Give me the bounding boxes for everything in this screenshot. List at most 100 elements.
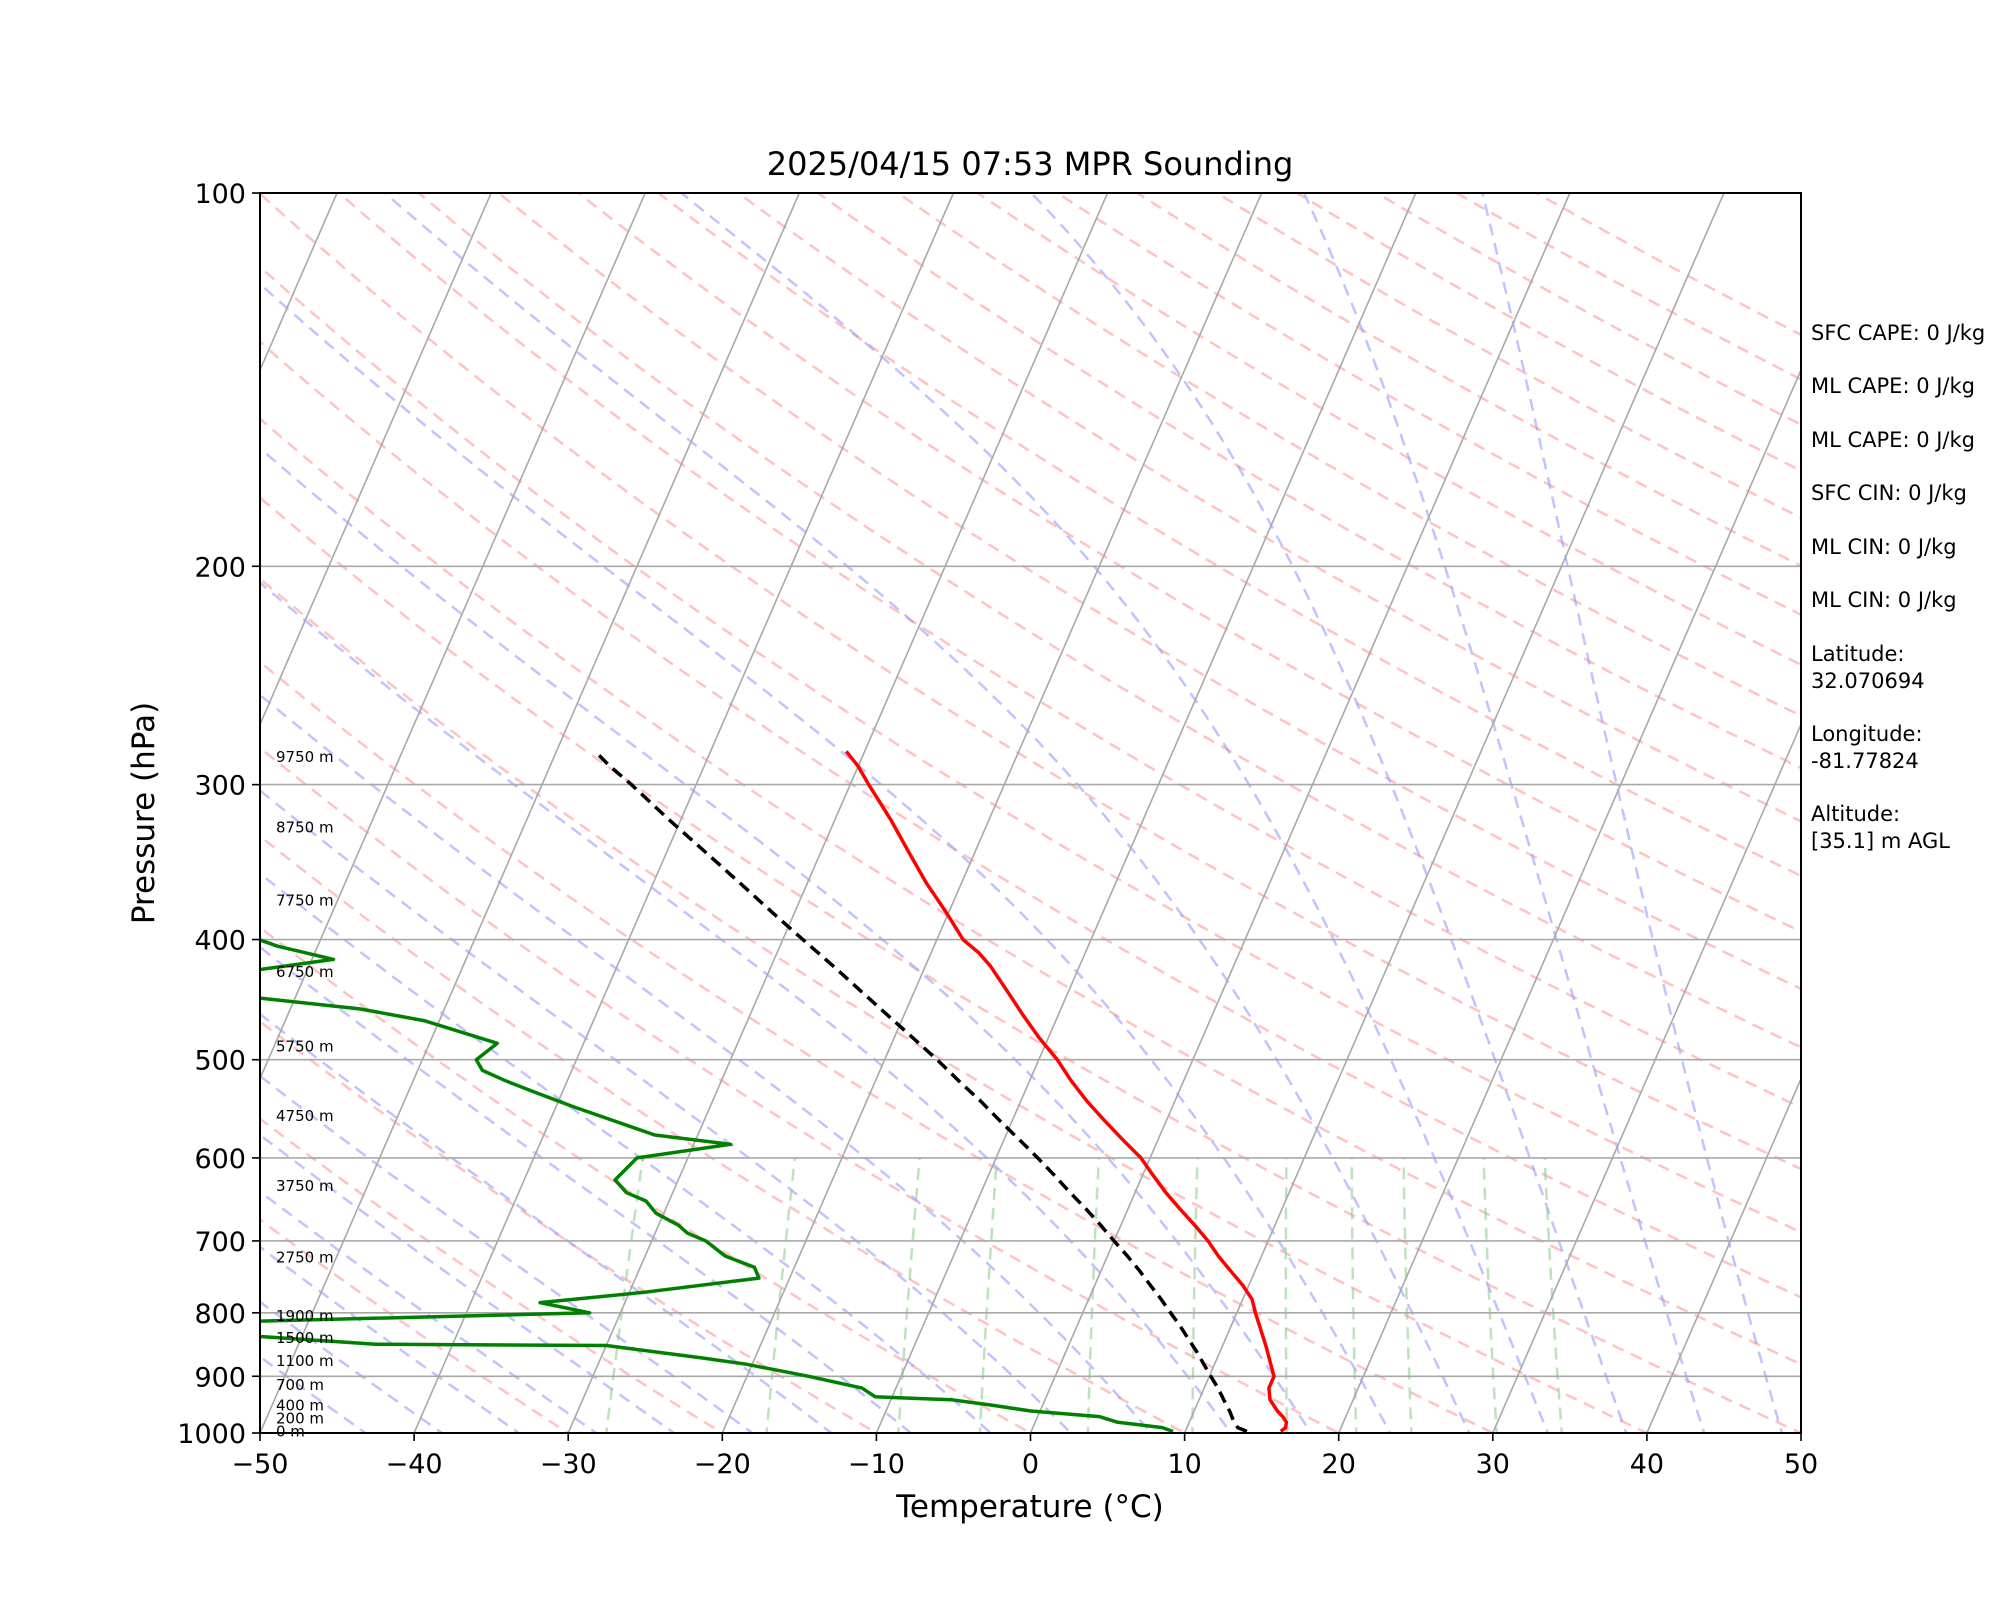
- longitude-label: Longitude:: [1811, 722, 1923, 746]
- dry-adiabat-line: [260, 577, 1650, 1433]
- moist-adiabat-line: [384, 193, 1471, 1433]
- y-tick-label: 700: [194, 1227, 246, 1258]
- latitude-value: 32.070694: [1811, 669, 1925, 693]
- isotherm-line: [567, 193, 1109, 1433]
- x-tick-label: −40: [386, 1449, 443, 1480]
- dry-adiabat-line: [260, 340, 1801, 1299]
- moist-adiabat-line: [260, 1074, 755, 1433]
- isobars: [260, 565, 1801, 1378]
- moist-adiabat-line: [260, 871, 993, 1433]
- dewpoint-trace: [260, 938, 1174, 1433]
- x-tick-label: −10: [848, 1449, 905, 1480]
- sfc-cin-text: SFC CIN: 0 J/kg: [1811, 481, 1967, 505]
- latitude-label: Latitude:: [1811, 642, 1905, 666]
- height-label: 200 m: [276, 1409, 324, 1427]
- ml-cin-text: ML CIN: 0 J/kg: [1811, 535, 1957, 559]
- moist-adiabat-line: [1481, 193, 1784, 1433]
- y-tick-label: 100: [194, 179, 246, 210]
- moist-adiabat-line: [260, 1355, 368, 1433]
- dry-adiabat-line: [260, 193, 1801, 1171]
- mixing-ratio-line: [1350, 1157, 1358, 1433]
- mixing-ratio-line: [1284, 1157, 1289, 1433]
- dry-adiabat-line: [260, 1019, 879, 1433]
- ml-cin-text-2: ML CIN: 0 J/kg: [1811, 588, 1957, 612]
- height-label: 1500 m: [276, 1329, 334, 1347]
- height-label: 1100 m: [276, 1352, 334, 1370]
- mixing-ratio-line: [1402, 1157, 1413, 1433]
- height-label: 9750 m: [276, 748, 334, 766]
- x-tick-label: 10: [1167, 1449, 1201, 1480]
- isotherm-line: [1646, 1076, 1801, 1433]
- dry-adiabat-line: [260, 265, 1801, 1234]
- mixing-ratio-line: [605, 1157, 644, 1433]
- isotherm-line: [875, 193, 1417, 1433]
- height-label: 7750 m: [276, 891, 334, 909]
- y-tick-label: 600: [194, 1144, 246, 1175]
- isotherm-line: [260, 193, 801, 1433]
- x-axis-ticks: −50 −40 −30 −20 −10 0 10 20 30 40 50: [232, 1433, 1818, 1480]
- sounding-traces: [260, 750, 1289, 1433]
- moist-adiabat-line: [260, 945, 913, 1433]
- dry-adiabat-line: [260, 417, 1801, 1366]
- y-tick-label: 800: [194, 1299, 246, 1330]
- x-tick-label: 20: [1322, 1449, 1356, 1480]
- x-tick-label: 0: [1022, 1449, 1039, 1480]
- moist-adiabat-line: [260, 282, 1392, 1433]
- y-tick-label: 500: [194, 1046, 246, 1077]
- dry-adiabat-line: [496, 193, 1801, 991]
- height-label: 700 m: [276, 1376, 324, 1394]
- dry-adiabat-line: [260, 496, 1801, 1433]
- isotherm-line: [413, 193, 955, 1433]
- y-tick-label: 300: [194, 771, 246, 802]
- dry-adiabat-line: [260, 660, 1496, 1433]
- height-label: 400 m: [276, 1396, 324, 1414]
- isotherm-line: [260, 193, 492, 727]
- y-tick-label: 400: [194, 926, 246, 957]
- height-label: 1900 m: [276, 1307, 334, 1325]
- height-label: 6750 m: [276, 963, 334, 981]
- x-tick-label: −50: [232, 1449, 289, 1480]
- mixing-ratio-lines: [605, 1157, 1564, 1433]
- altitude-label: Altitude:: [1811, 802, 1900, 826]
- isotherm-line: [260, 193, 646, 1081]
- moist-adiabats: [260, 193, 1784, 1433]
- x-axis-label: Temperature (°C): [895, 1489, 1164, 1525]
- x-tick-label: −20: [694, 1449, 751, 1480]
- dry-adiabat-line: [260, 1117, 725, 1433]
- height-label: 4750 m: [276, 1107, 334, 1125]
- mixing-ratio-line: [1086, 1157, 1101, 1433]
- dry-adiabat-line: [337, 193, 1801, 1109]
- height-label: 3750 m: [276, 1177, 334, 1195]
- mixing-ratio-line: [1543, 1157, 1564, 1433]
- mixing-ratio-line: [978, 1157, 999, 1433]
- x-tick-label: −30: [540, 1449, 597, 1480]
- y-axis-label: Pressure (hPa): [126, 702, 162, 924]
- mixing-ratio-line: [1482, 1157, 1498, 1433]
- isotherm-line: [1492, 722, 1801, 1433]
- height-label: 8750 m: [276, 819, 334, 837]
- dry-adiabat-line: [815, 193, 1801, 770]
- y-tick-label: 200: [194, 552, 246, 583]
- y-tick-label: 1000: [177, 1419, 246, 1450]
- mixing-ratio-line: [897, 1157, 921, 1433]
- sfc-cape-text: SFC CAPE: 0 J/kg: [1811, 321, 1985, 345]
- moist-adiabat-line: [680, 193, 1550, 1433]
- isotherm-line: [260, 193, 338, 373]
- ml-cape-text: ML CAPE: 0 J/kg: [1811, 374, 1975, 398]
- height-labels: 9750 m 8750 m 7750 m 6750 m 5750 m 4750 m 3750…: [276, 748, 334, 1440]
- mixing-ratio-line: [1191, 1157, 1199, 1433]
- height-label: 0 m: [276, 1422, 305, 1440]
- y-axis-ticks: 100 200 300 400 500 600 700 800 900 1000: [177, 179, 260, 1450]
- dry-adiabat-line: [736, 193, 1801, 823]
- mixing-ratio-line: [765, 1157, 797, 1433]
- isotherm-line: [1337, 368, 1801, 1433]
- ml-cape-text-2: ML CAPE: 0 J/kg: [1811, 428, 1975, 452]
- temperature-trace: [844, 750, 1289, 1433]
- altitude-value: [35.1] m AGL: [1811, 829, 1950, 853]
- moist-adiabat-line: [260, 581, 1233, 1433]
- side-panel: SFC CAPE: 0 J/kg ML CAPE: 0 J/kg ML CAPE…: [1811, 321, 1985, 853]
- chart-title: 2025/04/15 07:53 MPR Sounding: [767, 145, 1294, 183]
- x-tick-label: 40: [1630, 1449, 1664, 1480]
- dry-adiabat-line: [576, 193, 1801, 934]
- dry-adiabat-line: [260, 834, 1188, 1433]
